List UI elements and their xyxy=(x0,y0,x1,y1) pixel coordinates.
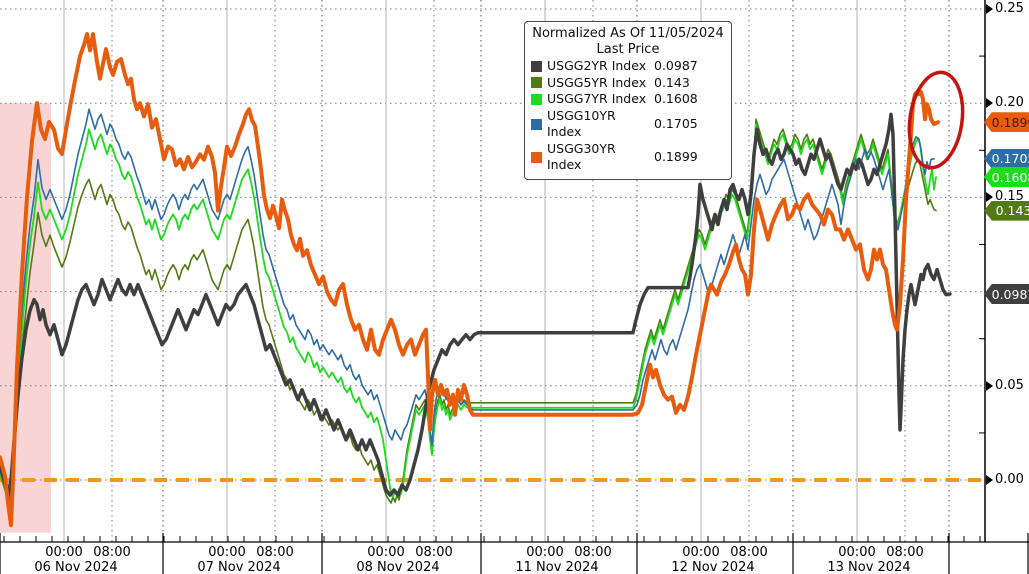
y-axis-label: 0.20 xyxy=(986,95,1024,111)
last-price-badge: 0.1705 xyxy=(984,148,1029,169)
x-axis-date-label: 08 Nov 2024 xyxy=(356,560,440,574)
y-axis-tick-arrow-icon xyxy=(986,98,993,109)
y-axis-tick-arrow-icon xyxy=(986,192,993,203)
last-price-badge: 0.143 xyxy=(984,200,1029,221)
series-USGG5YR xyxy=(0,118,937,513)
series-USGG30YR xyxy=(0,32,940,528)
legend-item: USGG7YR Index 0.1608 xyxy=(531,91,725,108)
legend-series-name: USGG10YR Index xyxy=(547,107,616,140)
legend-series-value: 0.0987 xyxy=(654,58,698,73)
last-price-badge: 0.1899 xyxy=(984,112,1029,133)
series-USGG7YR xyxy=(0,123,937,510)
x-axis-time-label: 08:00 xyxy=(574,545,612,560)
last-price-badge: 0.1608 xyxy=(984,167,1029,188)
legend-series-name: USGG7YR Index xyxy=(547,91,647,106)
legend-swatch xyxy=(531,93,542,105)
series-USGG10YR xyxy=(0,108,935,506)
x-axis-time-label: 00:00 xyxy=(45,545,83,560)
x-axis-date-label: 11 Nov 2024 xyxy=(515,560,599,574)
x-axis-date-label: 06 Nov 2024 xyxy=(34,560,118,574)
x-axis-time-label: 00:00 xyxy=(838,545,876,560)
x-axis-date-label: 13 Nov 2024 xyxy=(827,560,911,574)
x-axis-time-label: 08:00 xyxy=(730,545,768,560)
x-axis-date-label: 07 Nov 2024 xyxy=(197,560,281,574)
legend-subtitle: Last Price xyxy=(596,42,660,57)
y-axis-label: 0.05 xyxy=(986,378,1024,394)
y-axis-label: 0.25 xyxy=(986,1,1024,17)
legend-swatch xyxy=(531,118,542,130)
legend-item: USGG2YR Index 0.0987 xyxy=(531,58,725,75)
x-axis-time-label: 08:00 xyxy=(415,545,453,560)
legend-series-value: 0.1608 xyxy=(654,91,698,106)
legend-series-name: USGG2YR Index xyxy=(547,58,647,73)
legend-series-name: USGG5YR Index xyxy=(547,74,647,90)
legend-item: USGG5YR Index 0.143 xyxy=(531,75,725,92)
x-axis-time-label: 08:00 xyxy=(256,545,294,560)
legend-swatch xyxy=(531,60,542,72)
legend-swatch xyxy=(531,151,542,163)
x-axis-date-label: 12 Nov 2024 xyxy=(671,560,755,574)
series-USGG2YR xyxy=(0,112,952,497)
legend-item: USGG10YR Index 0.1705 xyxy=(531,108,725,141)
x-axis-time-label: 00:00 xyxy=(208,545,246,560)
legend-swatch xyxy=(531,77,542,89)
y-axis-label: 0.00 xyxy=(986,472,1024,488)
x-axis-time-label: 00:00 xyxy=(526,545,564,560)
legend-series-value: 0.1899 xyxy=(654,148,698,164)
highlight-circle-annotation xyxy=(907,70,965,170)
x-axis-time-label: 08:00 xyxy=(886,545,924,560)
legend-item: USGG30YR Index 0.1899 xyxy=(531,141,725,174)
legend-series-value: 0.143 xyxy=(654,74,690,90)
legend-series-name: USGG30YR Index xyxy=(547,140,616,173)
x-axis-time-label: 08:00 xyxy=(93,545,131,560)
chart-legend: Normalized As Of 11/05/2024 Last Price U… xyxy=(524,21,732,180)
y-axis-tick-arrow-icon xyxy=(986,475,993,485)
legend-title: Normalized As Of 11/05/2024 xyxy=(532,26,724,41)
y-axis-tick-arrow-icon xyxy=(986,380,993,391)
x-axis-time-label: 00:00 xyxy=(367,545,405,560)
last-price-badge: 0.0987 xyxy=(984,284,1029,305)
y-axis-tick-arrow-icon xyxy=(986,4,993,14)
legend-series-value: 0.1705 xyxy=(654,115,698,131)
x-axis-time-label: 00:00 xyxy=(682,545,720,560)
